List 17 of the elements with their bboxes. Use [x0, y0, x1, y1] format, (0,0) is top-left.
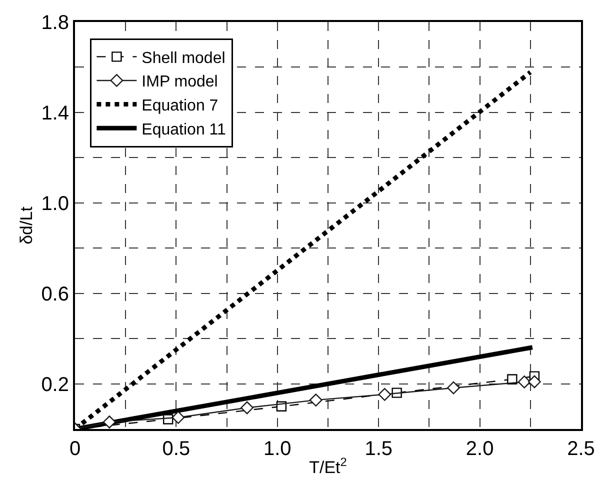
y-tick-label: 1.8: [41, 12, 69, 34]
x-axis-title: T/Et$^{2}$: [309, 454, 348, 477]
y-tick-label: 1.4: [41, 102, 69, 124]
x-tick-label: 1.0: [263, 438, 292, 460]
x-tick-label: 0: [69, 438, 81, 460]
legend-label: Shell model: [142, 50, 226, 67]
x-tick-label: 2.5: [567, 438, 595, 460]
x-tick-label: 1.5: [364, 438, 393, 460]
x-tick-label: 0.5: [162, 438, 190, 460]
y-tick-label: 1.0: [41, 192, 69, 215]
legend-label: Equation 11: [142, 121, 226, 138]
legend-label: Equation 7: [142, 98, 218, 115]
y-axis-title: δd/Lt: [17, 206, 36, 244]
y-tick-label: 0.6: [41, 283, 69, 306]
y-tick-label: 0.2: [41, 374, 69, 396]
x-tick-label: 2.0: [466, 438, 494, 460]
legend-label: IMP model: [142, 74, 218, 91]
